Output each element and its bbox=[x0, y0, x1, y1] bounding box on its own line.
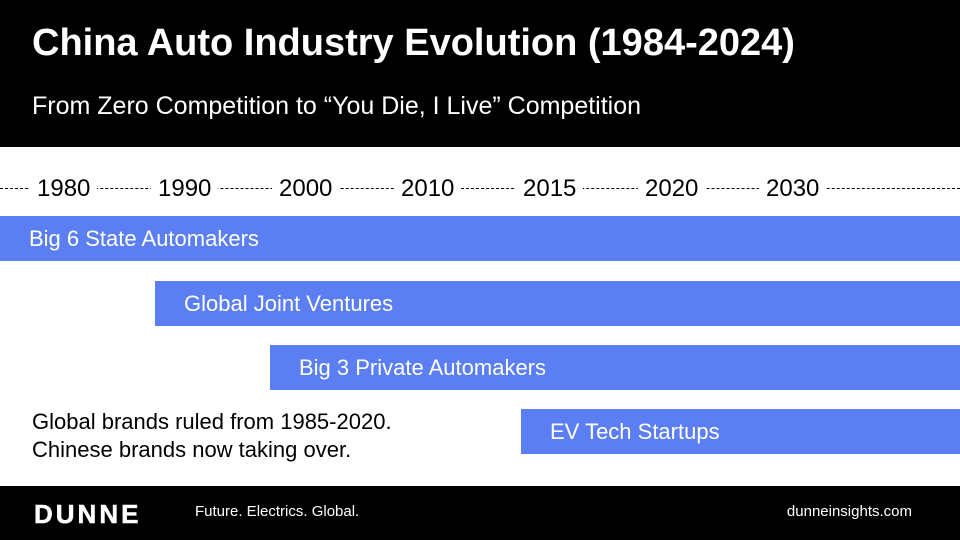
timeline-year-2000: 2000 bbox=[272, 175, 340, 203]
header: China Auto Industry Evolution (1984-2024… bbox=[0, 0, 960, 147]
summary-note-line-1: Global brands ruled from 1985-2020. bbox=[32, 409, 392, 434]
timeline-year-2020: 2020 bbox=[638, 175, 706, 203]
bar-label: Global Joint Ventures bbox=[184, 291, 394, 316]
dunne-logo: DUNNE bbox=[34, 499, 142, 530]
footer: DUNNE Future. Electrics. Global. dunnein… bbox=[0, 486, 960, 540]
bar-label: Big 6 State Automakers bbox=[29, 226, 259, 251]
bar-label: Big 3 Private Automakers bbox=[299, 355, 547, 380]
page-subtitle: From Zero Competition to “You Die, I Liv… bbox=[32, 92, 642, 120]
footer-website: dunneinsights.com bbox=[786, 503, 912, 520]
timeline-year-2015: 2015 bbox=[516, 175, 584, 203]
timeline-dashed-line bbox=[0, 188, 960, 189]
bar-global-joint-ventures: Global Joint Ventures bbox=[155, 281, 960, 326]
timeline-year-1980: 1980 bbox=[30, 175, 98, 203]
summary-note: Global brands ruled from 1985-2020. Chin… bbox=[32, 408, 392, 464]
footer-tagline: Future. Electrics. Global. bbox=[195, 503, 360, 520]
timeline-year-2030: 2030 bbox=[759, 175, 827, 203]
bar-label: EV Tech Startups bbox=[550, 419, 720, 444]
timeline-year-1990: 1990 bbox=[151, 175, 219, 203]
timeline-year-2010: 2010 bbox=[394, 175, 462, 203]
summary-note-line-2: Chinese brands now taking over. bbox=[32, 437, 352, 462]
bar-ev-tech-startups: EV Tech Startups bbox=[521, 409, 960, 454]
page-title: China Auto Industry Evolution (1984-2024… bbox=[32, 22, 795, 64]
bar-big-6-state-automakers: Big 6 State Automakers bbox=[0, 216, 960, 261]
bar-big-3-private-automakers: Big 3 Private Automakers bbox=[270, 345, 960, 390]
timeline-axis: 1980 1990 2000 2010 2015 2020 2030 bbox=[0, 172, 960, 206]
